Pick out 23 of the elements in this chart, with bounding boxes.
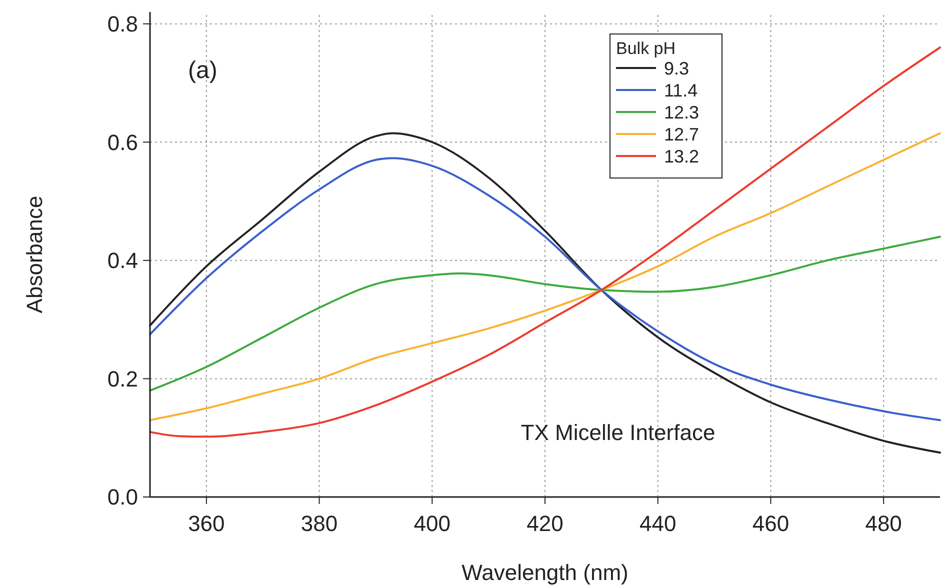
annotation: (a) <box>188 57 218 84</box>
y-tick-label: 0.0 <box>107 484 138 510</box>
x-tick-label: 380 <box>300 511 338 536</box>
x-tick-label: 420 <box>526 511 564 536</box>
y-tick-label: 0.8 <box>107 12 138 37</box>
x-tick-label: 360 <box>188 511 225 536</box>
line-series <box>149 236 941 392</box>
legend-label: 9.3 <box>664 58 690 78</box>
legend-label: 12.7 <box>664 124 700 144</box>
y-tick-label: 0.2 <box>107 366 138 392</box>
y-tick-label: 0.4 <box>107 248 138 274</box>
x-tick-label: 480 <box>865 511 902 536</box>
legend-label: 11.4 <box>664 80 698 100</box>
legend-label: 12.3 <box>664 102 700 122</box>
legend-title: Bulk pH <box>616 39 676 58</box>
x-tick-label: 460 <box>752 511 790 536</box>
x-tick-label: 440 <box>640 511 676 536</box>
y-axis-title: Absorbance <box>22 196 47 314</box>
x-axis-title: Wavelength (nm) <box>462 560 628 585</box>
x-tick-label: 400 <box>414 511 450 536</box>
annotation: TX Micelle Interface <box>520 420 716 445</box>
y-tick-label: 0.6 <box>107 130 138 155</box>
legend-label: 13.2 <box>664 146 700 166</box>
